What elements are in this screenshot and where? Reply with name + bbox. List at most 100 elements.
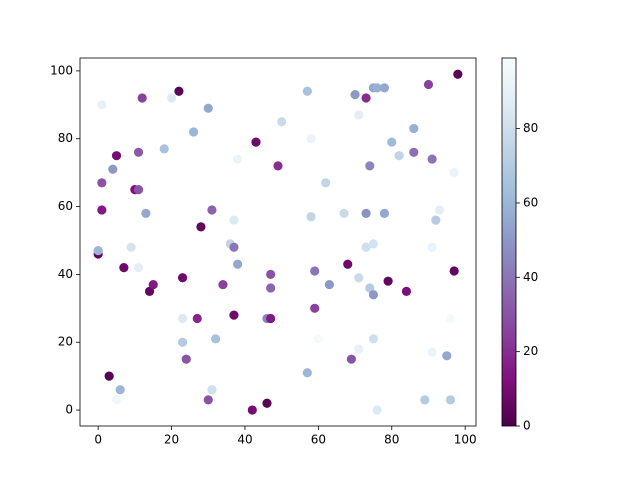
point xyxy=(409,123,419,134)
point xyxy=(266,313,276,324)
point xyxy=(203,103,213,113)
x-tick-label: 40 xyxy=(237,433,252,447)
point xyxy=(233,154,243,164)
point xyxy=(365,283,375,293)
point xyxy=(166,93,177,103)
point xyxy=(119,263,129,273)
point xyxy=(361,208,371,218)
point xyxy=(361,93,371,103)
point xyxy=(431,215,441,225)
point xyxy=(354,273,364,283)
point xyxy=(144,286,155,296)
point xyxy=(449,266,459,276)
x-tick-label: 60 xyxy=(311,433,326,447)
point xyxy=(445,395,456,405)
point xyxy=(368,334,379,344)
point xyxy=(229,242,239,252)
point xyxy=(192,313,202,324)
point xyxy=(262,398,272,408)
point xyxy=(313,334,323,344)
y-tick-label: 20 xyxy=(58,335,73,349)
point xyxy=(306,134,316,144)
point xyxy=(346,354,357,364)
point xyxy=(97,178,107,188)
point xyxy=(207,385,217,395)
point xyxy=(266,283,276,293)
point xyxy=(141,208,151,218)
point xyxy=(133,184,144,195)
point xyxy=(324,279,334,290)
point xyxy=(133,147,144,157)
point xyxy=(401,286,412,296)
point xyxy=(159,144,169,154)
point xyxy=(97,205,107,215)
plot-frame xyxy=(79,57,477,427)
point xyxy=(387,137,397,147)
point xyxy=(420,395,430,405)
point xyxy=(218,279,228,290)
point xyxy=(115,385,125,395)
point xyxy=(177,313,188,324)
point xyxy=(442,351,452,361)
x-tick-label: 80 xyxy=(384,433,399,447)
point xyxy=(321,178,331,188)
point xyxy=(174,86,184,96)
point xyxy=(251,137,261,147)
point xyxy=(111,395,122,405)
colorbar xyxy=(501,57,517,427)
point xyxy=(247,405,257,415)
point xyxy=(427,242,437,252)
point xyxy=(207,205,217,215)
point xyxy=(93,246,103,256)
point xyxy=(354,344,364,354)
point xyxy=(343,259,353,269)
point xyxy=(434,205,445,215)
point xyxy=(306,212,316,222)
point xyxy=(126,242,136,252)
point xyxy=(97,100,107,110)
point xyxy=(233,259,243,269)
point xyxy=(427,347,437,357)
point xyxy=(111,151,122,161)
point xyxy=(394,151,404,161)
point xyxy=(211,334,221,344)
point xyxy=(365,161,375,171)
point xyxy=(383,276,393,286)
point xyxy=(302,86,312,96)
y-tick-label: 100 xyxy=(50,63,73,77)
y-tick-label: 40 xyxy=(58,267,73,281)
point xyxy=(273,161,283,171)
point xyxy=(350,90,360,100)
point xyxy=(229,310,239,320)
colorbar-tick-label: 20 xyxy=(523,344,538,358)
point xyxy=(177,337,188,347)
point xyxy=(449,168,459,178)
point xyxy=(188,127,199,137)
point xyxy=(453,69,463,79)
point xyxy=(148,279,158,290)
x-tick-label: 20 xyxy=(164,433,179,447)
point xyxy=(181,354,191,364)
point xyxy=(423,79,434,90)
point xyxy=(379,208,390,218)
point xyxy=(229,215,239,225)
point xyxy=(133,263,144,273)
colorbar-tick-label: 80 xyxy=(523,121,538,135)
point xyxy=(266,269,276,279)
point xyxy=(104,371,114,381)
y-tick-label: 60 xyxy=(58,199,73,213)
point xyxy=(277,117,287,127)
point xyxy=(302,368,312,378)
point xyxy=(372,83,382,93)
x-tick-label: 0 xyxy=(94,433,102,447)
point xyxy=(372,405,382,415)
y-tick-label: 80 xyxy=(58,131,73,145)
point xyxy=(361,242,371,252)
point xyxy=(310,303,320,313)
point xyxy=(108,164,118,174)
x-tick-label: 100 xyxy=(454,433,477,447)
colorbar-tick-label: 0 xyxy=(523,419,531,433)
point xyxy=(339,208,349,218)
point xyxy=(368,239,379,249)
